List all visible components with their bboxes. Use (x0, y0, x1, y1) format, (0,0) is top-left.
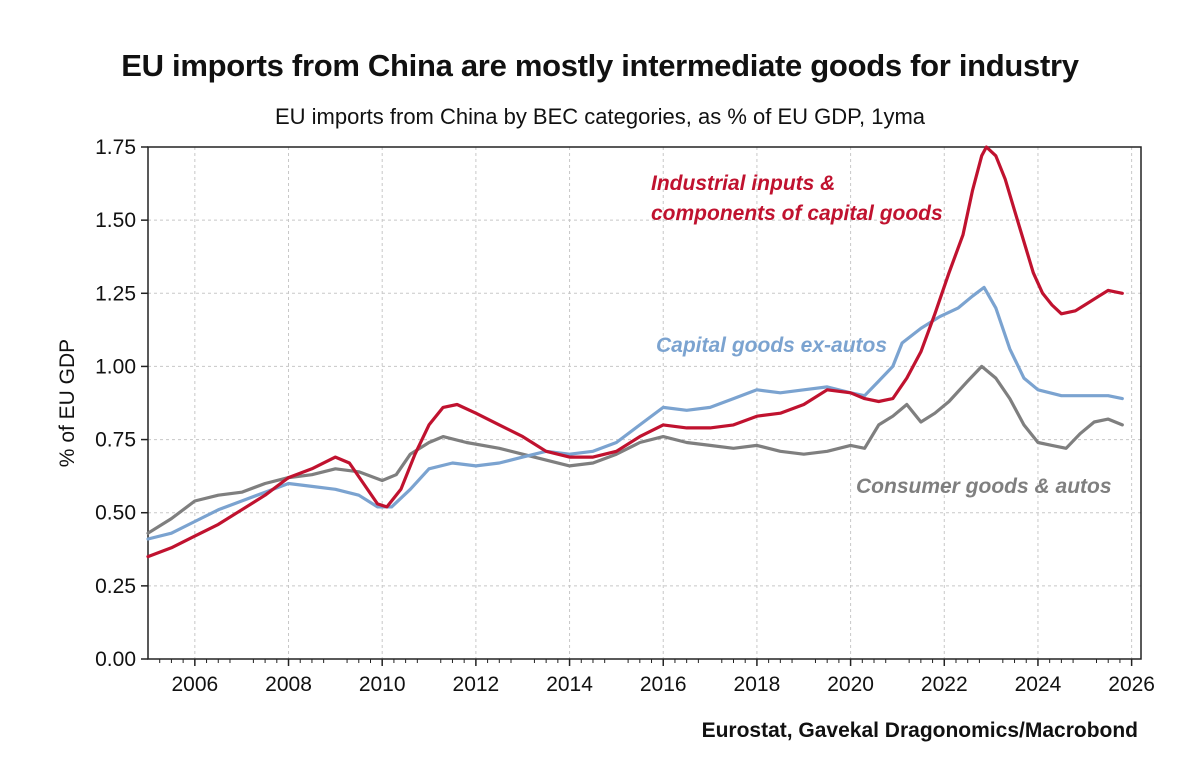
y-tick-label: 1.50 (95, 209, 136, 232)
chart-subtitle: EU imports from China by BEC categories,… (274, 104, 926, 129)
capital-goods-line (146, 285, 1124, 541)
consumer-goods-line (146, 364, 1124, 535)
x-tick-label: 2022 (921, 673, 968, 696)
y-tick-label: 1.75 (95, 136, 136, 159)
x-tick-label: 2018 (734, 673, 781, 696)
x-tick-label: 2006 (171, 673, 218, 696)
x-tick-label: 2024 (1015, 673, 1062, 696)
x-tick-label: 2026 (1108, 673, 1155, 696)
gridlines (148, 147, 1141, 659)
industrial-inputs-label: Industrial inputs & (651, 172, 835, 195)
x-tick-label: 2020 (827, 673, 874, 696)
x-tick-label: 2014 (546, 673, 593, 696)
x-axis: 2006 2008 2010 2012 2014 2016 2018 2020 2022 2024… (159, 659, 1155, 696)
y-tick-label: 0.50 (95, 502, 136, 525)
industrial-inputs-line (146, 145, 1124, 559)
y-tick-label: 0.00 (95, 648, 136, 671)
x-tick-label: 2016 (640, 673, 687, 696)
x-tick-label: 2012 (453, 673, 500, 696)
source-note: Eurostat, Gavekal Dragonomics/Macrobond (701, 719, 1138, 742)
x-tick-label: 2010 (359, 673, 406, 696)
chart-title: EU imports from China are mostly interme… (121, 48, 1079, 83)
consumer-goods-label: Consumer goods & autos (856, 475, 1112, 498)
y-tick-label: 0.75 (95, 429, 136, 452)
y-tick-label: 0.25 (95, 575, 136, 598)
industrial-inputs-label: components of capital goods (651, 202, 943, 225)
y-axis: 0.00 0.25 0.50 0.75 1.00 1.25 1.50 1.75 (95, 136, 148, 671)
y-tick-label: 1.00 (95, 355, 136, 378)
capital-goods-label: Capital goods ex-autos (656, 334, 887, 357)
y-tick-label: 1.25 (95, 282, 136, 305)
plot-frame (147, 146, 1142, 660)
y-axis-label: % of EU GDP (56, 339, 79, 467)
series-lines (146, 145, 1124, 559)
series-labels: Industrial inputs & components of capital… (651, 172, 1112, 498)
x-tick-label: 2008 (265, 673, 312, 696)
